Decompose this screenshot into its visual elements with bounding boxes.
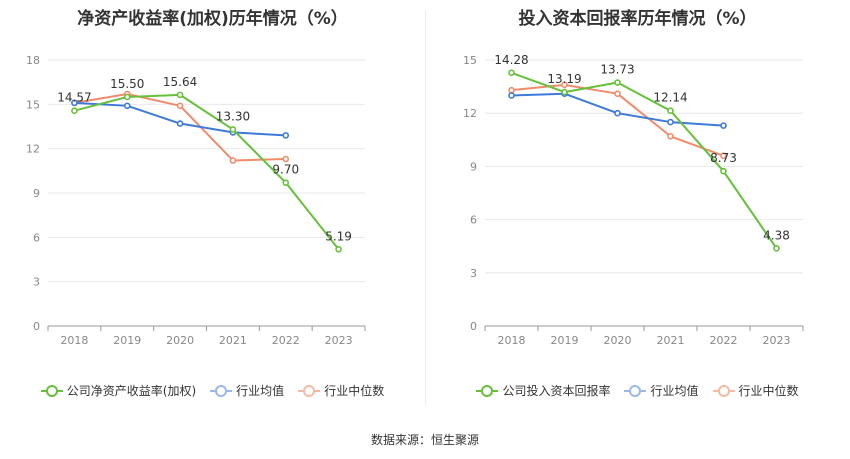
legend-label: 行业均值	[650, 384, 699, 398]
roic-chart-panel: 投入资本回报率历年情况（%） 0 3 6 9 12 15 2018 2019 2020 2021 2…	[425, 0, 850, 400]
data-point	[123, 102, 131, 110]
data-label: 5.19	[325, 229, 352, 243]
data-point	[71, 107, 78, 114]
legend-marker-icon	[298, 384, 321, 397]
data-point	[667, 107, 674, 115]
y-tick-label: 3	[470, 267, 477, 280]
y-tick-label: 15	[26, 98, 40, 111]
y-tick-label: 3	[33, 276, 40, 289]
data-label: 13.19	[547, 72, 581, 86]
y-tick-label: 18	[26, 54, 40, 67]
y-tick-label: 0	[470, 320, 477, 333]
x-tick-label: 2023	[325, 334, 353, 347]
series-line	[511, 71, 778, 249]
data-label: 8.73	[710, 151, 737, 165]
x-tick-label: 2019	[113, 334, 141, 347]
x-tick-label: 2022	[272, 334, 300, 347]
data-point	[614, 109, 621, 117]
series-line	[511, 92, 724, 127]
legend-item-industry-avg[interactable]: 行业均值	[210, 382, 284, 399]
data-point	[614, 90, 621, 97]
data-point	[508, 92, 515, 99]
y-tick-label: 6	[33, 231, 40, 244]
y-tick-label: 0	[33, 320, 40, 333]
data-point	[561, 88, 568, 96]
data-label: 15.50	[110, 77, 144, 91]
y-tick-label: 6	[470, 214, 477, 227]
chart-legend: 公司投入资本回报率 行业均值 行业中位数	[425, 382, 850, 399]
roe-chart-svg: 0 3 6 9 12 15 18 2018 2019 2020 2021 2022 2023 14.57 1…	[26, 54, 366, 347]
data-point	[282, 179, 290, 186]
data-point	[176, 120, 184, 127]
x-tick-label: 2019	[551, 334, 579, 347]
data-point	[282, 155, 290, 163]
data-point	[773, 245, 780, 252]
data-point	[282, 132, 290, 139]
x-tick-label: 2021	[657, 334, 685, 347]
y-tick-label: 12	[26, 143, 40, 156]
x-tick-label: 2020	[166, 334, 194, 347]
data-point	[720, 122, 727, 129]
data-label: 14.28	[494, 53, 528, 67]
legend-marker-icon	[40, 384, 63, 397]
legend-item-industry-median[interactable]: 行业中位数	[298, 382, 384, 399]
x-tick-label: 2018	[60, 334, 88, 347]
data-point	[720, 152, 727, 160]
legend-label: 行业中位数	[738, 384, 799, 398]
x-tick-label: 2022	[710, 334, 738, 347]
y-tick-label: 12	[463, 107, 477, 120]
x-tick-label: 2018	[498, 334, 526, 347]
data-label: 13.73	[600, 63, 634, 77]
data-label: 12.14	[653, 91, 687, 105]
legend-marker-icon	[210, 384, 233, 397]
panel-divider	[425, 10, 426, 405]
legend-marker-icon	[712, 384, 735, 397]
legend-item-company[interactable]: 公司投入资本回报率	[476, 382, 610, 399]
data-point	[176, 102, 184, 110]
data-point	[123, 93, 131, 101]
y-tick-label: 9	[470, 160, 477, 173]
legend-item-industry-median[interactable]: 行业中位数	[712, 382, 799, 399]
legend-label: 行业中位数	[324, 384, 385, 398]
legend-item-industry-avg[interactable]: 行业均值	[624, 382, 699, 399]
data-point	[71, 99, 78, 107]
data-point	[229, 126, 237, 133]
legend-label: 行业均值	[236, 384, 285, 398]
data-source-note: 数据来源：恒生聚源	[370, 433, 479, 447]
data-point	[720, 167, 727, 175]
legend-marker-icon	[476, 384, 499, 397]
data-label: 15.64	[163, 75, 197, 89]
data-label: 4.38	[763, 228, 790, 242]
data-label: 9.70	[272, 163, 299, 177]
chart-title: 净资产收益率(加权)历年情况（%）	[77, 9, 348, 29]
x-tick-label: 2023	[763, 334, 791, 347]
legend-marker-icon	[624, 384, 647, 397]
data-point	[335, 246, 342, 253]
x-tick-label: 2021	[219, 334, 247, 347]
legend-label: 公司净资产收益率(加权)	[66, 384, 197, 398]
legend-label: 公司投入资本回报率	[502, 384, 611, 398]
chart-legend: 公司净资产收益率(加权) 行业均值 行业中位数	[0, 382, 425, 399]
data-point	[667, 132, 674, 140]
data-point	[508, 86, 515, 94]
data-point	[614, 79, 621, 86]
data-point	[229, 157, 237, 164]
data-label: 14.57	[57, 91, 91, 105]
roic-chart-svg: 0 3 6 9 12 15 2018 2019 2020 2021 2022 2023 14.28 13.…	[463, 53, 804, 347]
data-label: 13.30	[216, 109, 250, 123]
data-point	[176, 91, 184, 99]
series-line	[74, 93, 340, 250]
roe-chart-panel: 净资产收益率(加权)历年情况（%） 0 3 6 9 12 15 18 2018 2019 2020…	[0, 0, 425, 400]
chart-title: 投入资本回报率历年情况（%）	[518, 9, 757, 29]
x-tick-label: 2020	[604, 334, 632, 347]
data-point	[667, 118, 674, 126]
y-tick-label: 9	[33, 187, 40, 200]
legend-item-company[interactable]: 公司净资产收益率(加权)	[40, 382, 197, 399]
data-point	[561, 81, 568, 89]
y-tick-label: 15	[463, 54, 477, 67]
data-point	[508, 69, 515, 77]
